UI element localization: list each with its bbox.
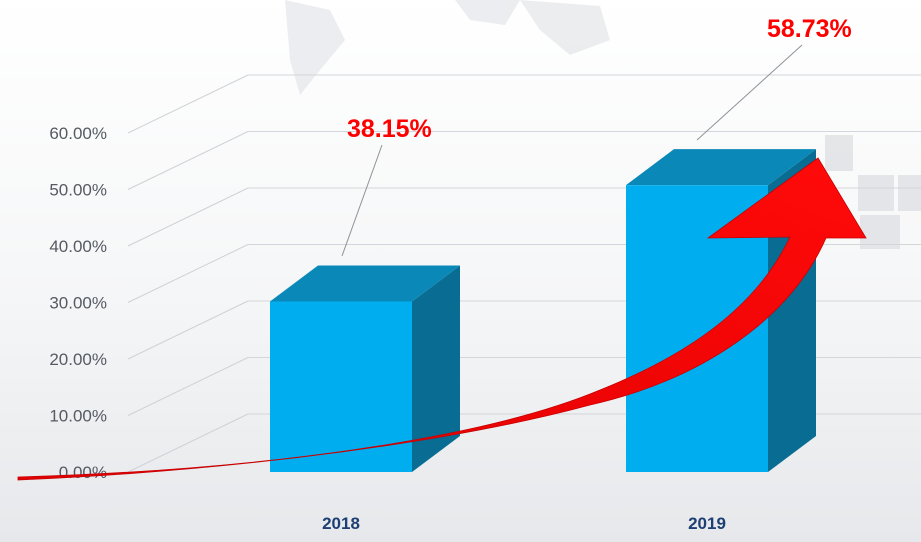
gridline-diagonal bbox=[127, 131, 249, 190]
x-category-label: 2018 bbox=[322, 514, 360, 533]
label-leader-line bbox=[341, 144, 383, 257]
label-leader-line bbox=[696, 44, 803, 141]
gridline-diagonal bbox=[127, 357, 249, 416]
y-tick-label: 50.00% bbox=[49, 181, 107, 200]
background-map-decoration bbox=[285, 0, 610, 95]
gridline-diagonal bbox=[127, 413, 249, 473]
gridline-diagonal bbox=[127, 244, 249, 303]
x-axis-categories: 2018 2019 bbox=[322, 514, 726, 533]
y-tick-label: 0.00% bbox=[59, 463, 107, 482]
bar-2018 bbox=[270, 265, 460, 472]
y-tick-label: 20.00% bbox=[49, 350, 107, 369]
x-category-label: 2019 bbox=[688, 514, 726, 533]
data-label: 38.15% bbox=[347, 115, 432, 143]
gridline-diagonal bbox=[127, 300, 249, 360]
bar-top bbox=[626, 149, 816, 186]
y-tick-label: 60.00% bbox=[49, 124, 107, 143]
trend-arrow bbox=[17, 157, 867, 481]
gridline-diagonal bbox=[127, 74, 249, 134]
background-tile-decoration bbox=[825, 135, 921, 249]
trend-arrow-layer bbox=[17, 157, 867, 481]
y-axis-ticks: 0.00% 10.00% 20.00% 30.00% 40.00% 50.00% 60.00… bbox=[49, 124, 107, 482]
y-tick-label: 30.00% bbox=[49, 294, 107, 313]
gridline-diagonal bbox=[127, 187, 249, 247]
data-label: 58.73% bbox=[767, 15, 852, 43]
y-tick-label: 40.00% bbox=[49, 237, 107, 256]
bar-front bbox=[270, 301, 412, 472]
data-labels: 38.15% 58.73% bbox=[341, 15, 852, 257]
bar-top bbox=[270, 265, 460, 302]
bar-side bbox=[412, 265, 460, 472]
y-tick-label: 10.00% bbox=[49, 407, 107, 426]
